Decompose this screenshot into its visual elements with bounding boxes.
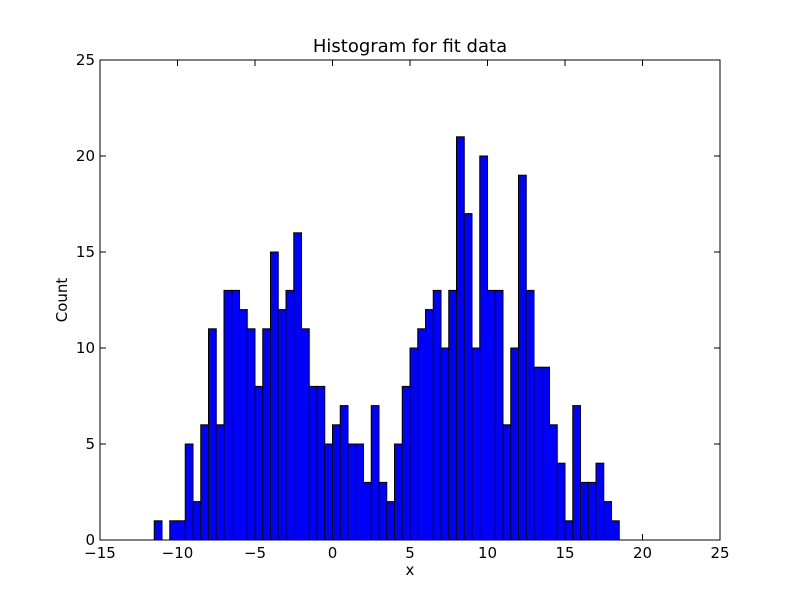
histogram-bar <box>456 136 465 541</box>
x-tick-label: −10 <box>162 544 194 562</box>
histogram-bar <box>518 174 527 541</box>
histogram-bar <box>270 251 279 541</box>
x-tick-label: 25 <box>710 544 729 562</box>
histogram-bar <box>254 385 264 541</box>
histogram-bar <box>223 289 233 541</box>
histogram-bar <box>564 520 574 541</box>
histogram-bar <box>215 424 225 541</box>
x-tick-label: 20 <box>633 544 652 562</box>
histogram-bar <box>324 443 333 541</box>
histogram-bar <box>200 424 209 541</box>
y-tick-label: 5 <box>85 435 95 453</box>
histogram-bar <box>603 501 612 541</box>
y-tick-label: 10 <box>76 339 95 357</box>
histogram-bar <box>611 520 620 541</box>
histogram-bar <box>246 328 256 541</box>
histogram-bar <box>285 289 295 541</box>
x-tick-label: 10 <box>478 544 497 562</box>
x-tick-label: −5 <box>244 544 266 562</box>
histogram-bar <box>277 309 287 541</box>
histogram-bar <box>409 347 419 541</box>
histogram-bar <box>153 520 163 541</box>
histogram-bar <box>262 328 271 541</box>
y-axis-label: Count <box>53 278 71 323</box>
histogram-bar <box>549 424 558 541</box>
x-axis-label: x <box>406 561 415 579</box>
x-tick-label: 5 <box>405 544 415 562</box>
histogram-bar <box>541 366 550 541</box>
bars-group <box>153 136 620 541</box>
histogram-bar <box>208 328 217 541</box>
histogram-bar <box>169 520 178 541</box>
histogram-bar <box>510 347 519 541</box>
histogram-bar <box>339 405 349 541</box>
x-axis-ticks: −15 −10 −5 0 5 10 15 20 25 <box>84 60 730 562</box>
histogram-bar <box>239 309 248 541</box>
y-tick-label: 0 <box>85 531 95 549</box>
histogram-bar <box>293 232 302 541</box>
histogram-bar <box>580 481 589 541</box>
histogram-bar <box>363 481 372 541</box>
histogram-bar <box>487 289 496 541</box>
x-tick-label: 15 <box>555 544 574 562</box>
chart-title: Histogram for fit data <box>313 36 507 57</box>
x-tick-label: −15 <box>84 544 116 562</box>
histogram-bar <box>525 289 535 541</box>
histogram-bar <box>471 347 481 541</box>
x-tick-label: 0 <box>328 544 338 562</box>
histogram-bar <box>184 443 194 541</box>
histogram-bar <box>502 424 512 541</box>
histogram-bar <box>177 520 186 541</box>
histogram-bar <box>463 213 473 541</box>
histogram-bar <box>316 385 326 541</box>
histogram-bar <box>301 328 310 541</box>
y-tick-label: 20 <box>76 147 95 165</box>
histogram-bar <box>355 443 364 541</box>
histogram-bar <box>401 385 411 541</box>
histogram-bar <box>448 289 457 541</box>
histogram-bar <box>572 405 581 541</box>
histogram-bar <box>417 328 426 541</box>
histogram-bar <box>394 443 403 541</box>
histogram-bar <box>587 481 597 541</box>
y-tick-label: 15 <box>76 243 95 261</box>
histogram-bar <box>308 385 318 541</box>
histogram-bar <box>533 366 543 541</box>
histogram-bar <box>332 424 341 541</box>
histogram-bar <box>425 309 434 541</box>
histogram-bar <box>432 289 442 541</box>
histogram-bar <box>595 462 605 541</box>
histogram-bar <box>479 155 488 541</box>
histogram-bar <box>231 289 240 541</box>
y-axis-ticks: 0 5 10 15 20 25 <box>76 51 720 549</box>
histogram-bar <box>378 481 388 541</box>
histogram-bar <box>556 462 566 541</box>
histogram-bar <box>386 501 395 541</box>
histogram-bar <box>494 289 504 541</box>
histogram-bar <box>347 443 357 541</box>
histogram-bar <box>370 405 380 541</box>
histogram-bar <box>192 501 202 541</box>
y-tick-label: 25 <box>76 51 95 69</box>
histogram-bar <box>440 347 450 541</box>
